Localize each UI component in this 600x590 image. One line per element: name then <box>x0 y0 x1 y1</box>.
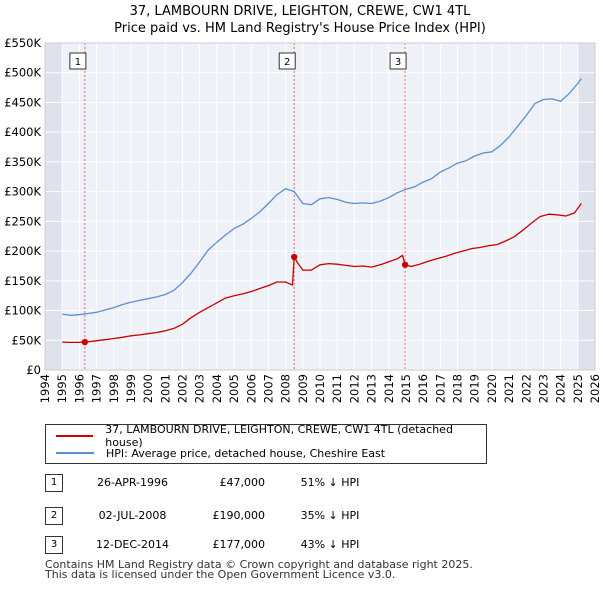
x-tick-label: 2013 <box>365 374 379 403</box>
sale-number-badge: 3 <box>45 536 63 554</box>
chart-title: 37, LAMBOURN DRIVE, LEIGHTON, CREWE, CW1… <box>0 3 600 37</box>
x-tick-label: 2018 <box>451 374 465 403</box>
x-tick-label: 2002 <box>176 374 190 403</box>
x-tick-label: 2016 <box>416 374 430 403</box>
x-tick-label: 2014 <box>382 374 396 403</box>
x-tick-label: 2020 <box>485 374 499 403</box>
x-tick-label: 2007 <box>261 374 275 403</box>
x-tick-label: 2017 <box>433 374 447 403</box>
y-tick-label: £0 <box>26 363 41 377</box>
x-tick-label: 2010 <box>313 374 327 403</box>
sale-point <box>401 261 409 268</box>
table-row: 1 26-APR-1996 £47,000 51% ↓ HPI <box>45 474 465 494</box>
x-tick-label: 1996 <box>72 374 86 403</box>
x-tick-label: 2019 <box>468 374 482 403</box>
x-tick-label: 2004 <box>210 374 224 403</box>
legend-swatch-property <box>56 435 94 437</box>
y-tick-label: £350K <box>4 155 41 169</box>
legend-swatch-hpi <box>56 452 94 454</box>
x-tick-label: 2008 <box>279 374 293 403</box>
x-tick-label: 2006 <box>244 374 258 403</box>
sale-hpi-diff: 35% ↓ HPI <box>300 509 360 522</box>
x-tick-label: 2003 <box>193 374 207 403</box>
y-tick-label: £450K <box>4 95 41 109</box>
y-tick-label: £150K <box>4 274 41 288</box>
y-tick-label: £100K <box>4 304 41 318</box>
x-tick-label: 2005 <box>227 374 241 403</box>
y-tick-label: £300K <box>4 185 41 199</box>
legend-item-property: 37, LAMBOURN DRIVE, LEIGHTON, CREWE, CW1… <box>46 423 486 449</box>
x-tick-label: 2009 <box>296 374 310 403</box>
sale-price: £190,000 <box>212 509 266 522</box>
x-tick-label: 2023 <box>536 374 550 403</box>
sale-date: 26-APR-1996 <box>96 476 169 489</box>
shaded-year-band <box>45 43 63 370</box>
x-tick-label: 2012 <box>347 374 361 403</box>
x-tick-label: 1997 <box>90 374 104 403</box>
sale-point <box>291 253 298 261</box>
y-tick-label: £200K <box>4 244 41 258</box>
y-tick-label: £50K <box>12 333 42 347</box>
sale-price: £177,000 <box>212 538 266 551</box>
legend-item-hpi: HPI: Average price, detached house, Ches… <box>46 445 385 461</box>
sale-price: £47,000 <box>219 476 266 489</box>
chart-legend: 37, LAMBOURN DRIVE, LEIGHTON, CREWE, CW1… <box>45 423 487 464</box>
y-tick-label: £250K <box>4 214 41 228</box>
sale-label-number: 3 <box>395 57 401 68</box>
sale-date: 02-JUL-2008 <box>98 509 167 522</box>
sale-point <box>81 338 89 346</box>
sale-label-box <box>69 52 87 70</box>
sale-label-box <box>389 52 407 70</box>
footer-license: This data is licensed under the Open Gov… <box>45 568 396 581</box>
y-tick-label: £500K <box>4 66 41 80</box>
x-tick-label: 2000 <box>141 374 155 403</box>
series-line-hpi <box>62 78 582 316</box>
table-row: 2 02-JUL-2008 £190,000 35% ↓ HPI <box>45 507 465 527</box>
x-tick-label: 2022 <box>519 374 533 403</box>
sale-hpi-diff: 51% ↓ HPI <box>300 476 360 489</box>
x-tick-label: 2015 <box>399 374 413 403</box>
y-tick-label: £400K <box>4 125 41 139</box>
x-tick-label: 1999 <box>124 374 138 403</box>
shaded-year-band <box>577 43 595 370</box>
x-tick-label: 2021 <box>502 374 516 403</box>
sale-label-number: 2 <box>284 57 290 68</box>
sale-number-badge: 1 <box>45 474 63 492</box>
legend-label-hpi: HPI: Average price, detached house, Ches… <box>106 446 386 460</box>
sale-number-badge: 2 <box>45 507 63 525</box>
y-tick-label: £550K <box>4 36 41 50</box>
x-tick-label: 1995 <box>55 374 69 403</box>
chart-title-main: 37, LAMBOURN DRIVE, LEIGHTON, CREWE, CW1… <box>129 4 471 19</box>
sale-hpi-diff: 43% ↓ HPI <box>300 538 360 551</box>
table-row: 3 12-DEC-2014 £177,000 43% ↓ HPI <box>45 536 465 556</box>
sale-date: 12-DEC-2014 <box>95 538 170 551</box>
x-tick-label: 1998 <box>107 374 121 403</box>
plot-border <box>44 42 596 371</box>
x-tick-label: 2011 <box>330 374 344 403</box>
footer-attribution: Contains HM Land Registry data © Crown c… <box>45 558 473 581</box>
sale-label-number: 1 <box>75 57 81 68</box>
x-tick-label: 1994 <box>38 374 52 403</box>
x-tick-label: 2024 <box>554 374 568 403</box>
x-tick-label: 2026 <box>588 374 600 403</box>
sale-label-box <box>278 52 296 70</box>
price-chart: £0 £50K £100K £150K £200K £250K £300K £350K £400… <box>4 36 600 403</box>
chart-subtitle: Price paid vs. HM Land Registry's House … <box>114 21 486 36</box>
x-tick-label: 2001 <box>158 374 172 403</box>
series-line-property <box>62 203 582 344</box>
legend-label-property: 37, LAMBOURN DRIVE, LEIGHTON, CREWE, CW1… <box>105 423 453 449</box>
footer-copyright: Contains HM Land Registry data © Crown c… <box>45 558 473 571</box>
x-tick-label: 2025 <box>571 374 585 403</box>
